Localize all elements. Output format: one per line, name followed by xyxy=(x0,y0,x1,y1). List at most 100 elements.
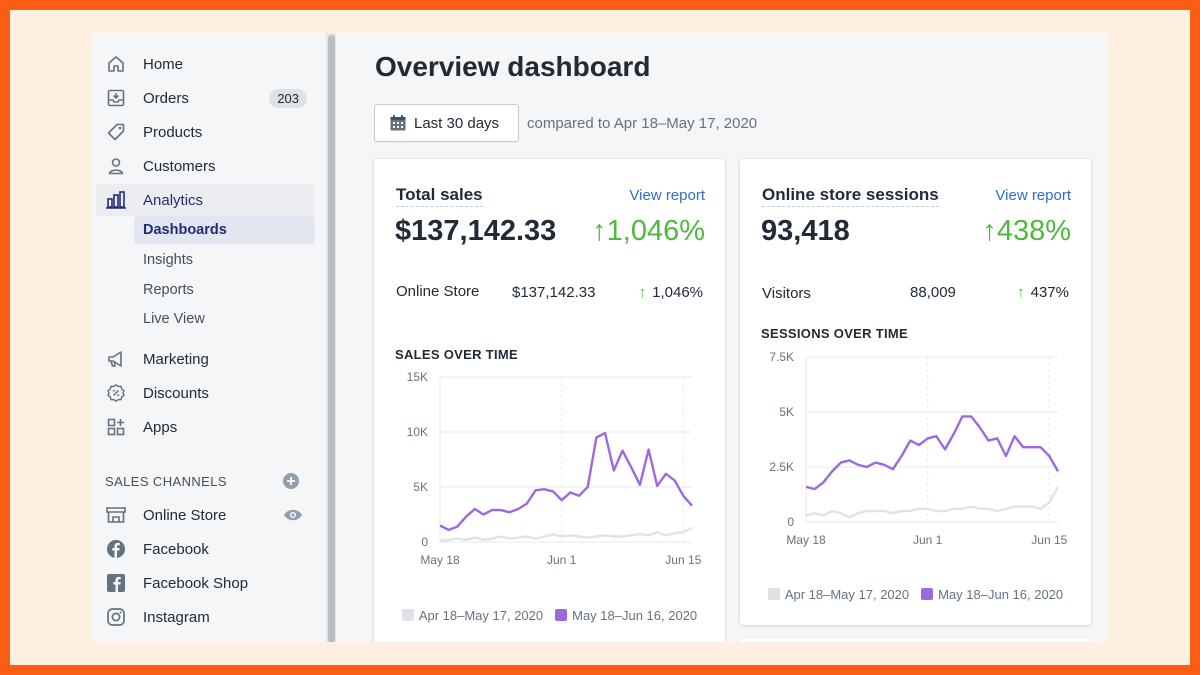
sidebar-item-marketing[interactable]: Marketing xyxy=(96,343,315,375)
sidebar-item-customers[interactable]: Customers xyxy=(96,150,315,182)
next-card-edge xyxy=(740,638,1091,642)
x-tick-label: May 18 xyxy=(786,533,826,547)
view-report-link[interactable]: View report xyxy=(995,187,1071,204)
legend-swatch xyxy=(555,609,568,621)
orders-count-badge: 203 xyxy=(269,89,307,108)
y-tick-label: 5K xyxy=(779,405,794,419)
legend-item-current: May 18–Jun 16, 2020 xyxy=(555,608,697,623)
breakdown-change: ↑ 437% xyxy=(1017,284,1069,301)
legend-label: Apr 18–May 17, 2020 xyxy=(418,608,544,623)
sales-over-time-chart: 15K 10K 5K 0 May 18 Jun 1 Jun 15 xyxy=(407,370,702,567)
x-tick-label: Jun 15 xyxy=(1031,533,1067,547)
sidebar-subitem-insights[interactable]: Insights xyxy=(143,252,193,268)
sidebar-item-analytics[interactable]: Analytics xyxy=(96,184,315,216)
sidebar-item-facebook-shop[interactable]: Facebook Shop xyxy=(96,567,315,599)
x-tick-label: May 18 xyxy=(420,553,460,567)
apps-icon xyxy=(105,416,127,438)
breakdown-label: Visitors xyxy=(762,285,811,302)
legend-swatch xyxy=(767,588,780,600)
megaphone-icon xyxy=(105,348,127,370)
sidebar-item-label: Orders xyxy=(143,89,189,107)
instagram-icon xyxy=(105,606,127,628)
sidebar-item-online-store[interactable]: Online Store xyxy=(96,499,315,531)
analytics-icon xyxy=(105,189,127,211)
date-range-button[interactable]: Last 30 days xyxy=(374,104,519,142)
eye-icon[interactable] xyxy=(283,506,303,524)
breakdown-change: ↑ 1,046% xyxy=(639,284,703,301)
card-title[interactable]: Total sales xyxy=(396,185,483,207)
sidebar-item-discounts[interactable]: Discounts xyxy=(96,377,315,409)
discount-icon xyxy=(105,382,127,404)
legend-label: May 18–Jun 16, 2020 xyxy=(572,608,698,623)
total-sales-value: $137,142.33 xyxy=(395,215,557,247)
sidebar-subitem-dashboards[interactable]: Dashboards xyxy=(134,216,315,244)
sidebar-item-instagram[interactable]: Instagram xyxy=(96,601,315,633)
sales-channels-heading: SALES CHANNELS xyxy=(105,474,227,489)
sidebar-item-label: Online Store xyxy=(143,506,227,524)
page-title: Overview dashboard xyxy=(375,51,651,82)
breakdown-change-value: 437% xyxy=(1030,284,1069,301)
x-tick-label: Jun 1 xyxy=(913,533,943,547)
y-tick-label: 5K xyxy=(413,480,428,494)
breakdown-value: 88,009 xyxy=(910,284,956,301)
sidebar-subitem-reports[interactable]: Reports xyxy=(143,282,194,298)
sidebar-item-label: Analytics xyxy=(143,191,204,209)
sidebar-item-label: Discounts xyxy=(143,384,209,402)
add-channel-icon[interactable] xyxy=(282,472,300,490)
sidebar-scrollbar[interactable] xyxy=(327,33,336,642)
x-tick-label: Jun 15 xyxy=(665,553,701,567)
legend-label: Apr 18–May 17, 2020 xyxy=(784,587,910,602)
card-title[interactable]: Online store sessions xyxy=(762,185,939,207)
sidebar-subitem-live-view[interactable]: Live View xyxy=(143,311,205,327)
tag-icon xyxy=(105,121,127,143)
legend-item-previous: Apr 18–May 17, 2020 xyxy=(401,608,544,623)
sidebar-item-label: Products xyxy=(143,123,203,141)
online-store-sessions-card: Online store sessions View report 93,418… xyxy=(740,159,1091,625)
sidebar-item-home[interactable]: Home xyxy=(96,48,315,80)
legend-swatch xyxy=(401,609,414,621)
legend-item-previous: Apr 18–May 17, 2020 xyxy=(767,587,910,602)
series-previous-line xyxy=(805,486,1060,519)
scrollbar-thumb[interactable] xyxy=(328,35,335,642)
y-tick-label: 2.5K xyxy=(769,460,794,474)
sidebar-item-apps[interactable]: Apps xyxy=(96,411,315,443)
facebook-icon xyxy=(105,538,127,560)
sessions-over-time-chart: 7.5K 5K 2.5K 0 May 18 Jun 1 Jun 15 xyxy=(769,350,1067,547)
main-content: Overview dashboard Last 30 days compared… xyxy=(342,33,1108,642)
sidebar-item-label: Apps xyxy=(143,418,178,436)
sessions-value: 93,418 xyxy=(761,215,850,247)
legend-swatch xyxy=(921,588,934,600)
sidebar-item-orders[interactable]: Orders 203 xyxy=(96,82,315,114)
series-previous-line xyxy=(439,526,693,543)
app-window: Home Orders 203 Products Customers xyxy=(92,33,1108,642)
up-arrow-icon: ↑ xyxy=(1017,284,1025,301)
comparison-text: compared to Apr 18–May 17, 2020 xyxy=(527,115,758,132)
sidebar-item-facebook[interactable]: Facebook xyxy=(96,533,315,565)
home-icon xyxy=(105,53,127,75)
sidebar: Home Orders 203 Products Customers xyxy=(92,33,327,642)
breakdown-change-value: 1,046% xyxy=(652,284,703,301)
sidebar-item-products[interactable]: Products xyxy=(96,116,315,148)
sidebar-item-label: Facebook Shop xyxy=(143,574,249,592)
date-range-label: Last 30 days xyxy=(414,114,500,132)
store-icon xyxy=(105,504,127,526)
sessions-change: ↑438% xyxy=(982,215,1071,247)
legend-label: May 18–Jun 16, 2020 xyxy=(938,587,1064,602)
legend-item-current: May 18–Jun 16, 2020 xyxy=(921,587,1063,602)
chart-legend: Apr 18–May 17, 2020 May 18–Jun 16, 2020 xyxy=(374,608,725,623)
view-report-link[interactable]: View report xyxy=(629,187,705,204)
y-tick-label: 15K xyxy=(407,370,428,384)
person-icon xyxy=(105,155,127,177)
series-current-line xyxy=(805,415,1060,491)
chart-heading: SESSIONS OVER TIME xyxy=(761,326,908,341)
y-tick-label: 0 xyxy=(421,535,428,549)
up-arrow-icon: ↑ xyxy=(638,284,647,301)
facebook-square-icon xyxy=(105,572,127,594)
sidebar-item-label: Marketing xyxy=(143,350,209,368)
breakdown-label: Online Store xyxy=(396,283,480,300)
sidebar-item-label: Home xyxy=(143,55,184,73)
sidebar-item-label: Facebook xyxy=(143,540,209,558)
breakdown-value: $137,142.33 xyxy=(512,284,596,301)
series-current-line xyxy=(439,431,693,532)
total-sales-card: Total sales View report $137,142.33 ↑ 1,0… xyxy=(374,159,725,642)
